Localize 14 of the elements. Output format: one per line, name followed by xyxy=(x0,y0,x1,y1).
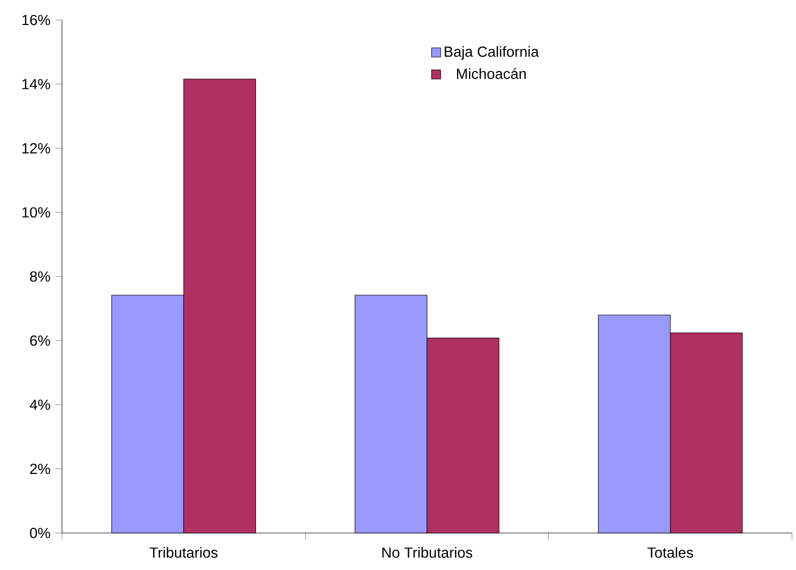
y-tick-label: 12% xyxy=(22,143,50,154)
x-tick-label: Tributarios xyxy=(150,547,218,558)
y-tick-label: 0% xyxy=(30,528,50,538)
y-tick-label: 4% xyxy=(30,400,50,410)
y-tick-label: 6% xyxy=(30,335,50,346)
y-tick-label: 14% xyxy=(22,79,50,90)
y-tick-label: 2% xyxy=(30,464,50,474)
legend-label: Baja California xyxy=(444,46,539,60)
y-tick-label: 10% xyxy=(22,207,50,218)
legend-label: Michoacán xyxy=(457,68,526,80)
y-tick-label: 8% xyxy=(30,271,50,282)
x-tick-label: No Tributarios xyxy=(382,547,472,558)
x-tick-label: Totales xyxy=(647,547,694,558)
y-tick-label: 16% xyxy=(22,14,50,26)
